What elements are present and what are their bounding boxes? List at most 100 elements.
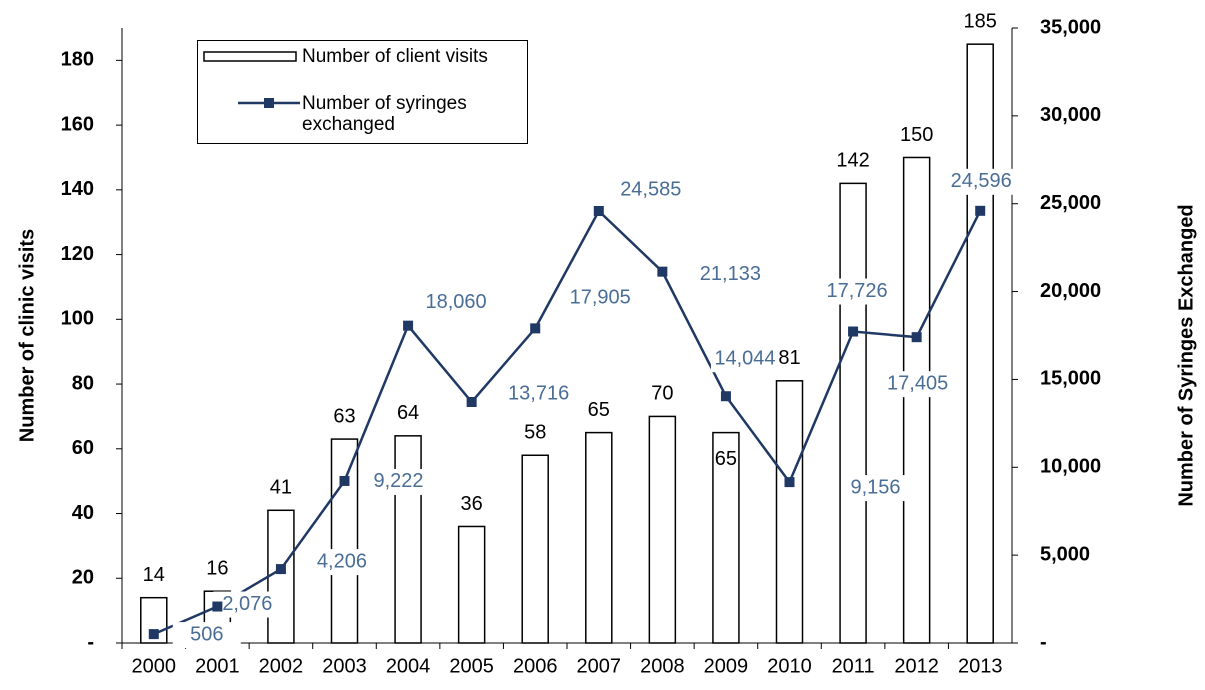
line-value-label: 9,222 bbox=[373, 470, 423, 492]
y-tick-label: 100 bbox=[61, 308, 94, 330]
bar bbox=[775, 380, 804, 644]
line-marker bbox=[657, 266, 668, 277]
line-value-label: 17,726 bbox=[826, 280, 887, 302]
line-value-label: 21,133 bbox=[700, 263, 761, 285]
line-value-label: 24,596 bbox=[951, 170, 1012, 192]
value-label-bg bbox=[422, 289, 491, 316]
bar-value-label: 81 bbox=[778, 347, 800, 369]
line-marker bbox=[466, 396, 477, 407]
value-label-bg bbox=[566, 285, 635, 312]
y-tick-label: 20 bbox=[72, 567, 94, 589]
y-tick-label: 40 bbox=[72, 502, 94, 524]
bar-value-label: 70 bbox=[651, 383, 673, 405]
line-marker bbox=[148, 629, 159, 640]
line-marker bbox=[212, 601, 223, 612]
bar bbox=[585, 431, 613, 644]
bar-value-label: 65 bbox=[715, 448, 737, 470]
bar bbox=[839, 182, 867, 644]
line-value-label: 2,076 bbox=[222, 593, 272, 615]
line-value-label: 4,206 bbox=[317, 550, 367, 572]
x-tick-label: 2005 bbox=[449, 655, 494, 677]
y2-tick-label: 15,000 bbox=[1040, 368, 1101, 390]
bar bbox=[648, 415, 677, 644]
y-tick-label: 140 bbox=[61, 178, 94, 200]
line-value-label: 13,716 bbox=[508, 382, 569, 404]
y-tick-label: 160 bbox=[61, 113, 94, 135]
line-marker bbox=[848, 326, 859, 337]
legend-swatch bbox=[238, 98, 300, 108]
bar bbox=[902, 156, 931, 644]
line-marker bbox=[339, 475, 350, 486]
bar-value-label: 36 bbox=[461, 493, 483, 515]
line-value-label: 17,905 bbox=[570, 287, 631, 309]
line-value-label: 24,585 bbox=[620, 178, 681, 200]
x-tick-label: 2002 bbox=[259, 655, 304, 677]
value-label-bg bbox=[823, 278, 892, 305]
y2-tick-label: 30,000 bbox=[1040, 104, 1101, 126]
value-label-bg bbox=[364, 468, 433, 495]
line-value-label: 18,060 bbox=[425, 291, 486, 313]
y2-tick-label: - bbox=[1040, 631, 1047, 653]
value-label-bg bbox=[696, 261, 765, 288]
value-label-bg bbox=[947, 168, 1016, 195]
bar-value-label: 58 bbox=[524, 422, 546, 444]
bar-value-label: 41 bbox=[270, 477, 292, 499]
bar bbox=[267, 509, 295, 644]
x-tick-label: 2006 bbox=[513, 655, 558, 677]
value-label-bg bbox=[710, 346, 779, 373]
y2-tick-label: 25,000 bbox=[1040, 192, 1101, 214]
bar bbox=[712, 431, 740, 644]
value-label-bg bbox=[213, 591, 282, 618]
bar-value-label: 185 bbox=[964, 10, 997, 32]
bar-value-label: 64 bbox=[397, 402, 419, 424]
legend-label: Number of syringes exchanged bbox=[302, 93, 467, 135]
x-tick-label: 2009 bbox=[704, 655, 749, 677]
x-tick-label: 2000 bbox=[132, 655, 177, 677]
y-tick-label: 180 bbox=[61, 49, 94, 71]
bar bbox=[521, 454, 549, 644]
legend: Number of client visits Number of syring… bbox=[197, 40, 528, 144]
line-marker bbox=[530, 323, 541, 334]
bar-value-label: 65 bbox=[588, 399, 610, 421]
line-marker bbox=[911, 332, 922, 343]
y-tick-label: 60 bbox=[72, 437, 94, 459]
line-marker bbox=[275, 564, 286, 575]
value-label-bg bbox=[841, 475, 910, 502]
legend-swatch bbox=[203, 51, 297, 62]
value-label-bg bbox=[172, 622, 241, 649]
line-marker bbox=[403, 320, 414, 331]
line-value-label: 9,156 bbox=[850, 476, 900, 498]
y2-tick-label: 5,000 bbox=[1040, 543, 1090, 565]
value-label-bg bbox=[307, 549, 376, 576]
bar-value-label: 63 bbox=[333, 405, 355, 427]
value-label-bg bbox=[616, 177, 685, 204]
bar-value-label: 142 bbox=[836, 150, 869, 172]
bar bbox=[330, 438, 359, 644]
line-marker bbox=[784, 477, 795, 488]
bar bbox=[394, 435, 422, 644]
y2-axis-label: Number of Syringes Exchanged bbox=[1175, 204, 1197, 506]
bar bbox=[457, 525, 486, 644]
value-label-bg bbox=[504, 380, 573, 407]
line-value-label: 17,405 bbox=[887, 372, 948, 394]
y2-tick-label: 10,000 bbox=[1040, 456, 1101, 478]
x-tick-label: 2013 bbox=[958, 655, 1003, 677]
x-tick-label: 2001 bbox=[195, 655, 240, 677]
y-tick-label: 120 bbox=[61, 243, 94, 265]
bar-value-label: 16 bbox=[206, 557, 228, 579]
value-label-bg bbox=[883, 371, 952, 398]
line-marker bbox=[593, 206, 604, 217]
legend-label: Number of client visits bbox=[302, 46, 488, 67]
line-value-label: 506 bbox=[190, 623, 223, 645]
bar-value-label: 150 bbox=[900, 124, 933, 146]
y2-tick-label: 35,000 bbox=[1040, 16, 1101, 38]
x-tick-label: 2003 bbox=[322, 655, 367, 677]
line-marker bbox=[720, 391, 731, 402]
bar-value-label: 14 bbox=[143, 564, 165, 586]
x-tick-label: 2004 bbox=[386, 655, 431, 677]
x-tick-label: 2011 bbox=[832, 655, 875, 677]
line-value-label: 14,044 bbox=[714, 348, 775, 370]
line bbox=[153, 208, 982, 636]
x-tick-label: 2012 bbox=[894, 655, 939, 677]
